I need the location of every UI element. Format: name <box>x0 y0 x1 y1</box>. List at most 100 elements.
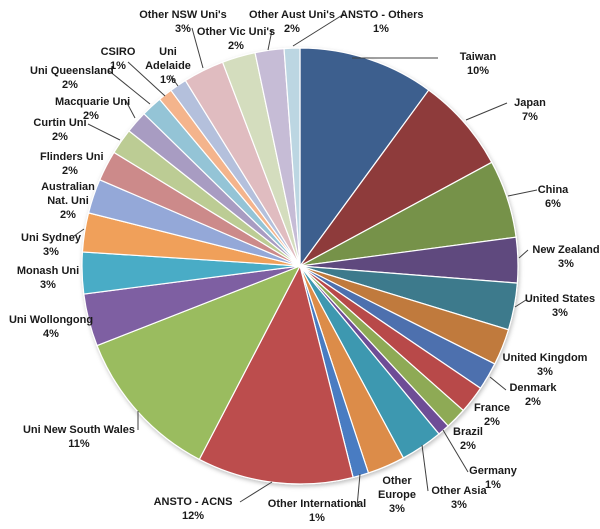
label-percent: 2% <box>60 209 76 221</box>
label-name: Uni New South Wales <box>22 424 136 436</box>
leader-line <box>107 69 151 105</box>
leader-line <box>465 102 508 121</box>
data-label: Other International 1% <box>262 497 372 525</box>
leader-line <box>87 123 121 141</box>
label-percent: 3% <box>558 258 574 270</box>
label-percent: 2% <box>460 440 476 452</box>
pie-slice-ansto-others <box>283 47 301 267</box>
data-label: United Kingdom 3% <box>500 351 590 379</box>
data-label: ANSTO - ACNS 12% <box>148 495 238 523</box>
leader-line <box>191 27 204 69</box>
label-percent: 2% <box>228 40 244 52</box>
label-percent: 12% <box>181 510 205 522</box>
data-label: Flinders Uni 2% <box>40 150 104 178</box>
label-name: Denmark <box>509 382 557 394</box>
label-percent: 3% <box>552 307 568 319</box>
label-name: France <box>473 402 511 414</box>
data-label: Uni Queensland 2% <box>30 64 114 92</box>
leader-line <box>169 74 179 87</box>
label-percent: 3% <box>43 246 59 258</box>
label-percent: 1% <box>160 74 176 86</box>
label-name: Curtin Uni <box>33 117 87 129</box>
label-percent: 1% <box>485 479 501 491</box>
label-name: Other Asia <box>431 485 487 497</box>
label-percent: 7% <box>522 111 538 123</box>
label-percent: 3% <box>40 279 56 291</box>
data-label: China 6% <box>533 183 573 211</box>
label-name: Monash Uni <box>16 265 80 277</box>
data-label: Macquarie Uni 2% <box>55 95 131 123</box>
label-name: Australian <box>41 181 95 193</box>
label-name: Adelaide <box>145 60 191 72</box>
data-label: Monash Uni 3% <box>15 264 81 292</box>
label-name: Uni Sydney <box>21 232 81 244</box>
label-percent: 4% <box>43 328 59 340</box>
pie-slice-taiwan <box>299 47 430 268</box>
label-percent: 3% <box>451 499 467 511</box>
label-name: ANSTO - ACNS <box>153 496 233 508</box>
leader-line <box>73 228 85 237</box>
label-name: Uni Wollongong <box>8 314 94 326</box>
data-label: CSIRO 1% <box>100 45 136 73</box>
label-percent: 1% <box>110 60 126 72</box>
data-label: ANSTO - Others 1% <box>340 8 424 36</box>
label-percent: 3% <box>537 366 553 378</box>
leader-line <box>356 473 361 508</box>
data-label: Australian Nat. Uni 2% <box>38 180 98 222</box>
leader-line <box>127 61 166 97</box>
leader-line <box>442 429 469 473</box>
leader-line <box>292 13 345 47</box>
label-name: Taiwan <box>459 51 497 63</box>
data-label: Other Asia 3% <box>426 484 492 512</box>
leader-line <box>489 376 507 391</box>
label-name: Uni Queensland <box>30 65 114 77</box>
label-percent: 3% <box>175 23 191 35</box>
label-name: Flinders Uni <box>40 151 104 163</box>
leader-line <box>421 444 429 492</box>
data-label: Other Europe 3% <box>374 474 420 516</box>
label-name: Other Vic Uni's <box>196 26 276 38</box>
data-label: Uni Adelaide 1% <box>145 45 191 87</box>
label-name: Other International <box>267 498 367 510</box>
data-label: Uni Wollongong 4% <box>8 313 94 341</box>
data-label: Taiwan 10% <box>448 50 508 78</box>
data-label: Brazil 2% <box>448 425 488 453</box>
leader-line <box>267 29 273 51</box>
label-name: Macquarie Uni <box>55 96 131 108</box>
label-percent: 1% <box>309 512 325 524</box>
label-percent: 2% <box>525 396 541 408</box>
label-percent: 2% <box>284 23 300 35</box>
data-label: Uni Sydney 3% <box>20 231 82 259</box>
label-percent: 6% <box>545 198 561 210</box>
label-name: Brazil <box>453 426 483 438</box>
data-label: Other Vic Uni's 2% <box>196 25 276 53</box>
data-label: United States 3% <box>522 292 598 320</box>
label-percent: 2% <box>52 131 68 143</box>
data-label: New Zealand 3% <box>526 243 600 271</box>
label-name: Nat. Uni <box>47 195 89 207</box>
label-percent: 2% <box>62 165 78 177</box>
label-percent: 1% <box>373 23 389 35</box>
data-label: Uni New South Wales 11% <box>20 423 138 451</box>
leader-line <box>239 481 273 503</box>
leader-lines <box>73 13 538 508</box>
leader-line <box>125 100 136 119</box>
leader-line <box>507 189 538 197</box>
leader-line <box>518 249 529 259</box>
data-label: Other NSW Uni's 3% <box>138 8 228 36</box>
label-percent: 2% <box>484 416 500 428</box>
data-label: Germany 1% <box>465 464 521 492</box>
label-name: CSIRO <box>100 46 136 58</box>
label-name: ANSTO - Others <box>340 9 424 21</box>
data-label: Other Aust Uni's 2% <box>247 8 337 36</box>
label-name: Other Aust Uni's <box>249 9 335 21</box>
label-percent: 10% <box>466 65 490 77</box>
data-label: Curtin Uni 2% <box>30 116 90 144</box>
label-name: United States <box>524 293 596 305</box>
label-name: Europe <box>378 489 416 501</box>
label-name: Other <box>382 475 412 487</box>
label-name: Other NSW Uni's <box>139 9 227 21</box>
label-name: Japan <box>514 97 546 109</box>
data-label: Denmark 2% <box>508 381 558 409</box>
label-percent: 2% <box>83 110 99 122</box>
